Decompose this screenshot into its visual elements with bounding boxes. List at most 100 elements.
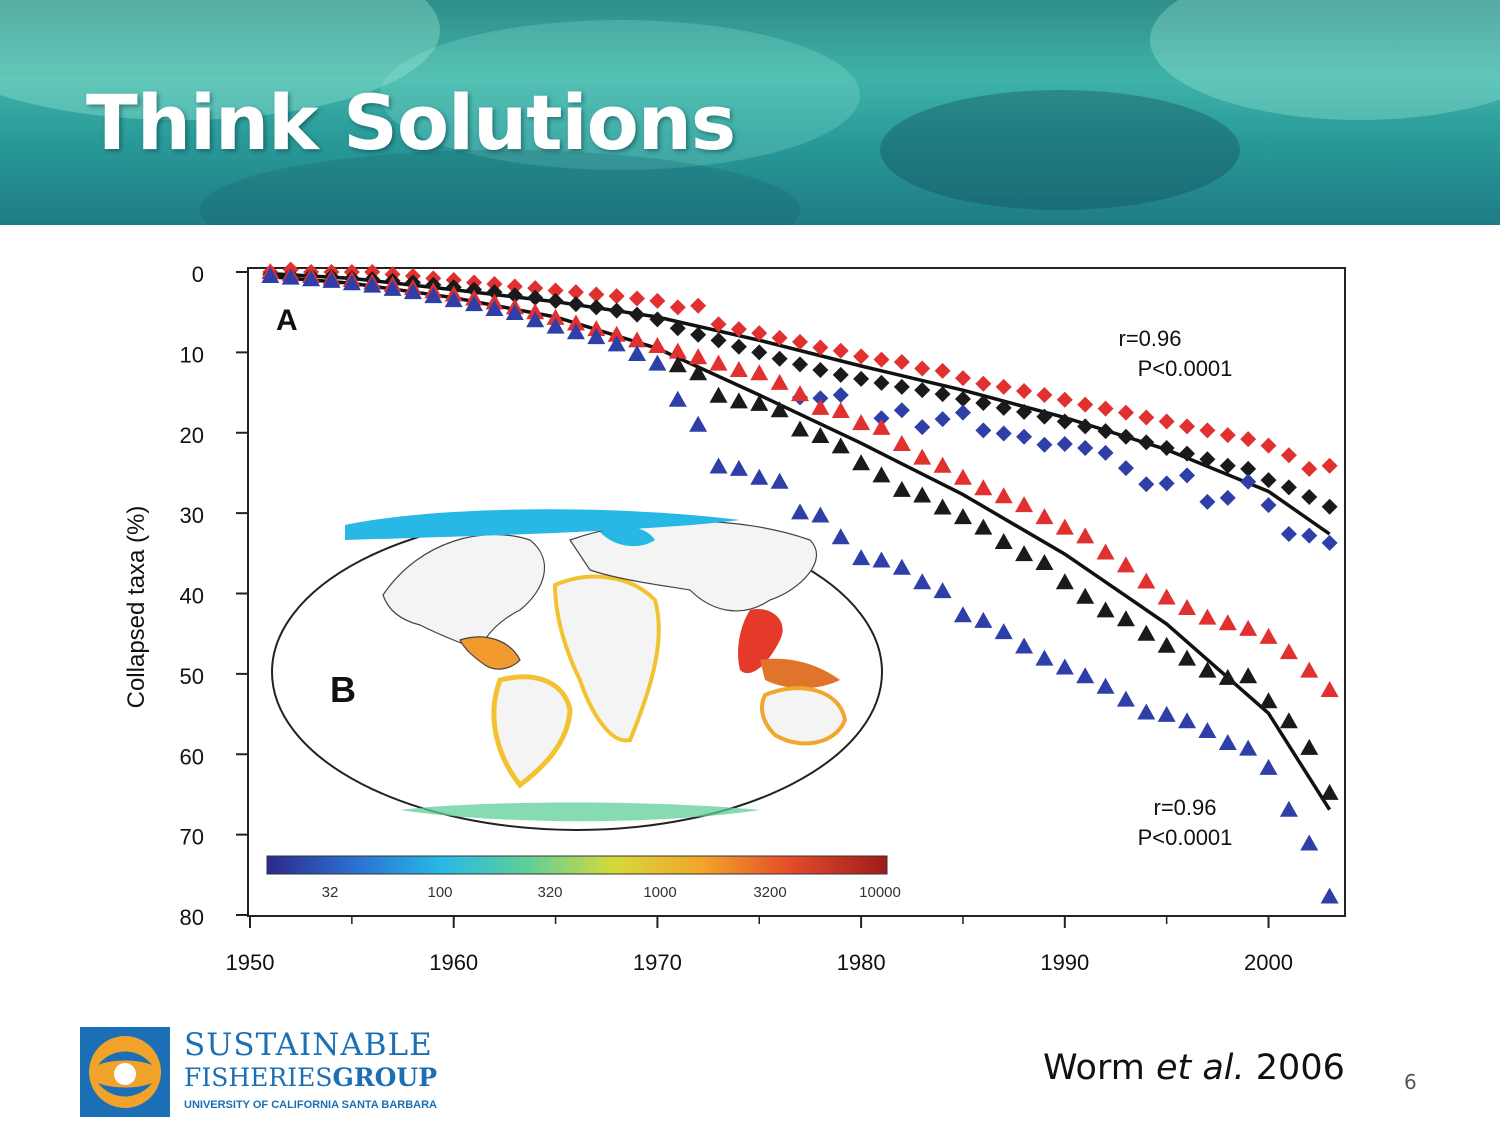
- panel-label-b: B: [330, 669, 356, 710]
- slide-title: Think Solutions: [86, 78, 736, 167]
- diamond-point: [954, 404, 971, 421]
- triangle-point: [546, 308, 565, 325]
- diamond-point: [690, 297, 707, 314]
- logo-line-1: SUSTAINABLE: [184, 1027, 433, 1063]
- triangle-point: [1239, 739, 1258, 756]
- triangle-point: [566, 323, 585, 340]
- triangle-point: [1137, 624, 1156, 641]
- triangle-point: [872, 466, 891, 483]
- triangle-point: [485, 299, 504, 316]
- triangle-point: [750, 468, 769, 485]
- triangle-point: [1035, 649, 1054, 666]
- triangle-point: [852, 414, 871, 431]
- diamond-point: [1158, 440, 1175, 457]
- triangle-point: [1137, 572, 1156, 589]
- triangle-point: [750, 394, 769, 411]
- diamond-point: [1036, 436, 1053, 453]
- triangle-point: [1279, 643, 1298, 660]
- triangle-point: [1279, 712, 1298, 729]
- antarctica-shape: [400, 802, 760, 822]
- triangle-point: [913, 486, 932, 503]
- triangle-point: [505, 303, 524, 320]
- citation-year: 2006: [1244, 1048, 1345, 1088]
- diamond-point: [954, 390, 971, 407]
- diamond-point: [486, 284, 503, 301]
- triangle-point: [770, 373, 789, 390]
- diamond-point: [934, 411, 951, 428]
- diamond-point: [832, 342, 849, 359]
- triangle-point: [892, 435, 911, 452]
- triangle-point: [831, 528, 850, 545]
- diamond-point: [771, 350, 788, 367]
- diamond-point: [1158, 413, 1175, 430]
- triangle-point: [1320, 680, 1339, 697]
- diamond-point: [1097, 444, 1114, 461]
- diamond-point: [1077, 418, 1094, 435]
- triangle-point: [994, 487, 1013, 504]
- diamond-point: [1301, 527, 1318, 544]
- world-map-inset: B: [271, 509, 883, 831]
- diamond-point: [669, 320, 686, 337]
- triangle-point: [994, 623, 1013, 640]
- triangle-point: [709, 457, 728, 474]
- diamond-point: [873, 374, 890, 391]
- triangle-point: [1116, 610, 1135, 627]
- triangle-point: [363, 276, 382, 293]
- diamond-point: [1117, 460, 1134, 477]
- triangle-point: [648, 336, 667, 353]
- diamond-point: [690, 326, 707, 343]
- triangle-point: [933, 498, 952, 515]
- triangle-point: [913, 573, 932, 590]
- triangle-point: [628, 344, 647, 361]
- diamond-point: [486, 276, 503, 293]
- diamond-point: [608, 302, 625, 319]
- diamond-point: [527, 280, 544, 297]
- diamond-point: [1179, 418, 1196, 435]
- citation: Worm et al. 2006: [1043, 1048, 1345, 1088]
- diamond-point: [1138, 476, 1155, 493]
- triangle-point: [974, 611, 993, 628]
- triangle-point: [1035, 553, 1054, 570]
- diamond-point: [934, 362, 951, 379]
- triangle-point: [1096, 677, 1115, 694]
- triangle-point: [1015, 637, 1034, 654]
- diamond-point: [893, 402, 910, 419]
- triangle-point: [892, 558, 911, 575]
- collapse-chart: 1950 1960 1970 1980 1990 2000 0 10 20 30 40 50 60 70 8…: [123, 261, 1346, 975]
- diamond-point: [934, 386, 951, 403]
- diamond-point: [1179, 445, 1196, 462]
- triangle-point: [383, 279, 402, 296]
- diamond-point: [506, 278, 523, 295]
- diamond-point: [730, 321, 747, 338]
- panel-label-a: A: [276, 304, 298, 337]
- diamond-point: [975, 395, 992, 412]
- triangle-point: [1015, 545, 1034, 562]
- diamond-point: [1077, 396, 1094, 413]
- colorbar-tick-label: 320: [537, 884, 562, 901]
- diamond-point: [588, 299, 605, 316]
- y-tick-label: 60: [180, 744, 204, 769]
- diamond-point: [1260, 472, 1277, 489]
- triangle-point: [953, 468, 972, 485]
- diamond-point: [1036, 408, 1053, 425]
- triangle-point: [1178, 649, 1197, 666]
- triangle-point: [791, 385, 809, 402]
- triangle-point: [1178, 598, 1197, 615]
- triangle-point: [933, 582, 952, 599]
- diamond-point: [1138, 434, 1155, 451]
- logo-line-2a: FISHERIES: [184, 1063, 333, 1092]
- diamond-point: [1077, 440, 1094, 457]
- triangle-point: [791, 503, 809, 520]
- y-tick-label: 40: [180, 584, 204, 609]
- triangle-point: [994, 533, 1013, 550]
- diamond-point: [1280, 526, 1297, 543]
- triangle-point: [1259, 758, 1278, 775]
- triangle-point: [1218, 733, 1237, 750]
- triangle-point: [281, 268, 300, 285]
- diamond-point: [975, 375, 992, 392]
- triangle-point: [668, 342, 687, 359]
- triangle-point: [1259, 627, 1278, 644]
- annotation-r-lower: r=0.96: [1154, 795, 1217, 820]
- colorbar-tick-label: 1000: [643, 884, 676, 901]
- triangle-point: [709, 354, 728, 371]
